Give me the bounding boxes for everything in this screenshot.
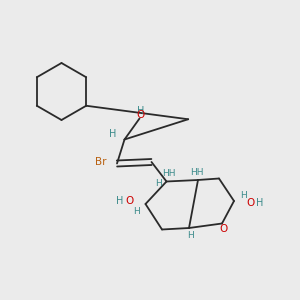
- Text: O: O: [136, 110, 145, 121]
- Text: H: H: [256, 197, 263, 208]
- Text: O: O: [125, 196, 133, 206]
- Text: H: H: [116, 196, 124, 206]
- Text: H: H: [110, 129, 117, 139]
- Text: Br: Br: [95, 157, 106, 167]
- Text: O: O: [219, 224, 228, 235]
- Text: O: O: [246, 197, 255, 208]
- Text: H: H: [187, 231, 194, 240]
- Text: H: H: [133, 207, 140, 216]
- Text: H: H: [240, 190, 246, 200]
- Text: HH: HH: [190, 168, 203, 177]
- Text: HH: HH: [162, 169, 176, 178]
- Text: H: H: [137, 106, 144, 116]
- Text: H: H: [156, 178, 162, 188]
